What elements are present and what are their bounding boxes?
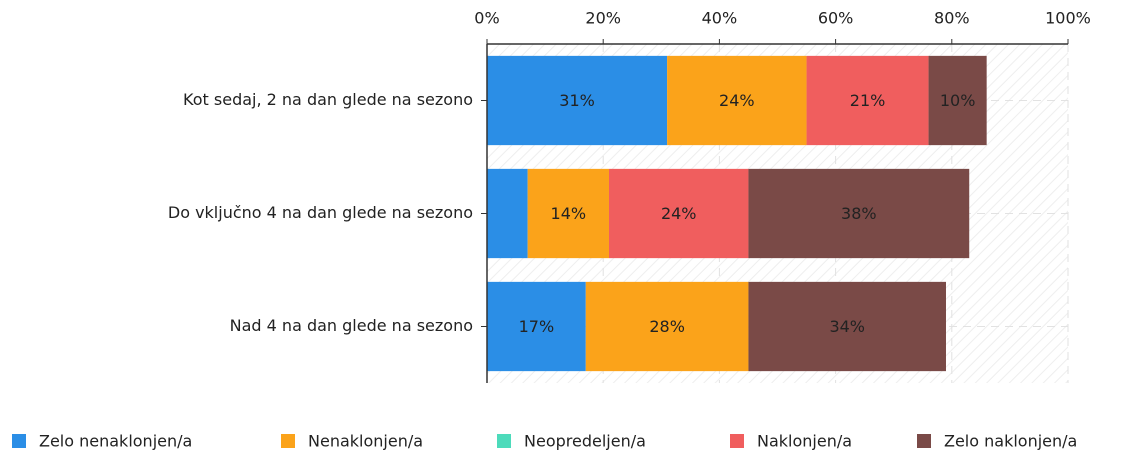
data-label: 31%: [559, 91, 595, 110]
x-tick-label: 0%: [474, 9, 499, 28]
data-label: 21%: [850, 91, 886, 110]
bar-segment: [609, 168, 749, 259]
data-label: 10%: [940, 91, 976, 110]
legend-swatch: [12, 434, 26, 448]
x-tick-label: 80%: [934, 9, 970, 28]
data-label: 28%: [649, 317, 685, 336]
y-tick-label: Do vključno 4 na dan glede na sezono: [168, 203, 473, 222]
legend-swatch: [281, 434, 295, 448]
legend-label: Zelo naklonjen/a: [944, 432, 1077, 451]
x-tick-label: 40%: [702, 9, 738, 28]
bar-segment: [748, 281, 946, 372]
bar-segment: [527, 168, 610, 259]
legend-swatch: [917, 434, 931, 448]
bar-segment: [487, 281, 586, 372]
data-label: 24%: [661, 204, 697, 223]
data-label: 34%: [829, 317, 865, 336]
bar-segment: [806, 55, 929, 146]
legend-label: Zelo nenaklonjen/a: [39, 432, 192, 451]
bar-segment: [585, 281, 749, 372]
bar-segment: [748, 168, 970, 259]
x-tick-label: 60%: [818, 9, 854, 28]
data-label: 17%: [519, 317, 555, 336]
bar-segment: [928, 55, 987, 146]
legend-label: Neopredeljen/a: [524, 432, 646, 451]
bar-segment: [487, 55, 668, 146]
legend-swatch: [497, 434, 511, 448]
y-tick-label: Nad 4 na dan glede na sezono: [230, 316, 473, 335]
legend-label: Nenaklonjen/a: [308, 432, 423, 451]
data-label: 24%: [719, 91, 755, 110]
bar-segment: [487, 168, 528, 259]
y-tick-label: Kot sedaj, 2 na dan glede na sezono: [183, 90, 473, 109]
x-tick-label: 20%: [585, 9, 621, 28]
data-label: 14%: [551, 204, 587, 223]
data-label: 38%: [841, 204, 877, 223]
legend-swatch: [730, 434, 744, 448]
bar-segment: [667, 55, 807, 146]
legend-label: Naklonjen/a: [757, 432, 852, 451]
x-tick-label: 100%: [1045, 9, 1091, 28]
